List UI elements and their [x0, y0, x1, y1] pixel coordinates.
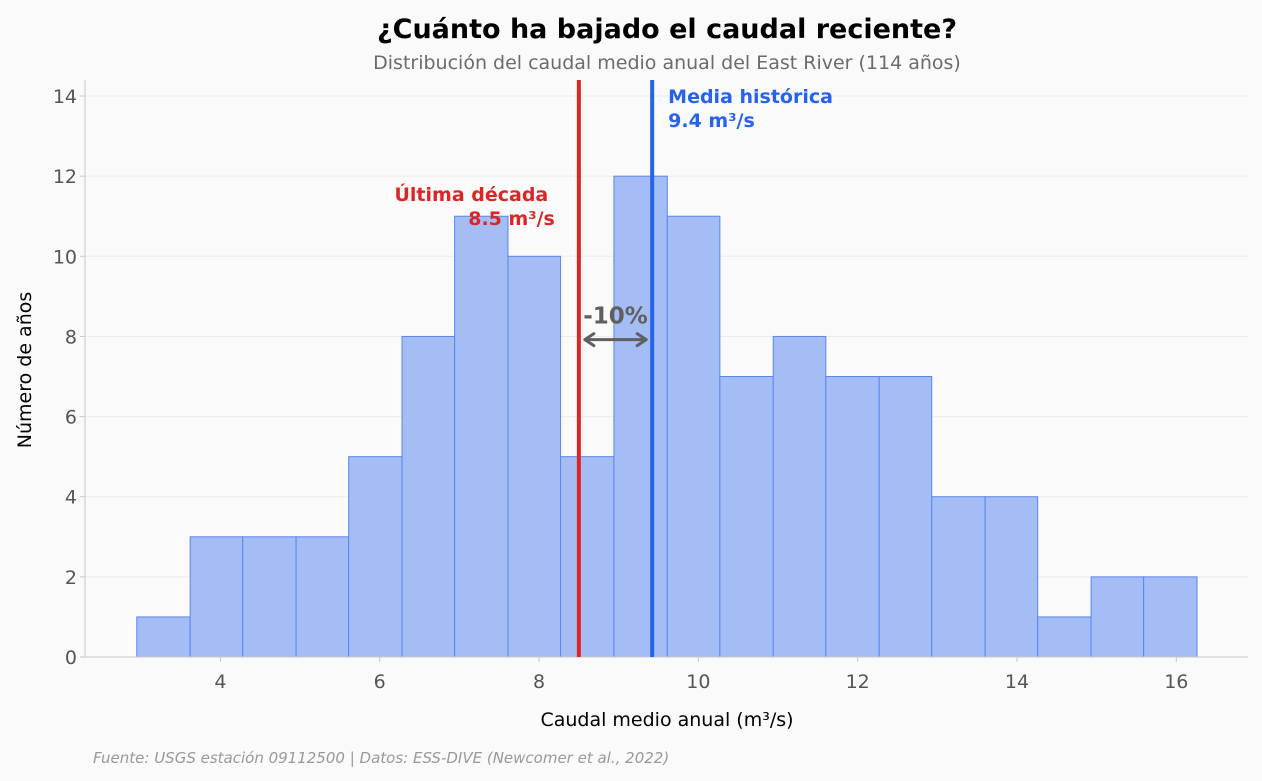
histogram-bar-17	[984, 496, 1039, 658]
histogram-bar-14	[825, 376, 880, 658]
histogram-bar-1	[136, 616, 191, 658]
difference-arrow	[583, 332, 648, 348]
histogram-bar-6	[401, 335, 456, 658]
histogram-bar-3	[242, 536, 297, 658]
chart-subtitle: Distribución del caudal medio anual del …	[373, 52, 961, 74]
histogram-bar-11	[666, 215, 721, 658]
x-tick-label-10: 10	[686, 671, 710, 693]
historic-mean-label: Media histórica 9.4 m³/s	[668, 86, 839, 132]
difference-arrow-right-head	[635, 332, 648, 348]
decade-label-title: Última década	[394, 182, 548, 206]
histogram-bar-13	[772, 335, 827, 658]
histogram-bar-4	[295, 536, 350, 658]
y-tick-label-6: 6	[65, 407, 77, 429]
histogram-bar-19	[1090, 576, 1145, 658]
x-tick-label-12: 12	[846, 671, 870, 693]
histogram-bar-9	[560, 456, 615, 658]
histogram-bar-5	[348, 456, 403, 658]
y-tick-label-2: 2	[65, 567, 77, 589]
y-tick-label-4: 4	[65, 487, 77, 509]
y-axis-ticks: 0 2 4 6 8 10 12 14	[53, 86, 85, 669]
x-tick-label-8: 8	[533, 671, 545, 693]
x-tick-label-16: 16	[1164, 671, 1188, 693]
histogram-bar-15	[878, 376, 933, 658]
y-tick-label-0: 0	[65, 647, 77, 669]
histogram-bar-20	[1143, 576, 1198, 658]
x-tick-label-6: 6	[374, 671, 386, 693]
histogram-bar-7	[454, 215, 509, 658]
historic-label-title: Media histórica	[668, 86, 833, 108]
y-tick-label-12: 12	[53, 166, 77, 188]
histogram-bar-8	[507, 255, 562, 658]
histogram-bar-10	[613, 175, 668, 658]
x-axis-ticks: 4 6 8 10 12 14 16	[214, 657, 1188, 693]
histogram-bars	[136, 175, 1198, 658]
historic-label-value: 9.4 m³/s	[668, 110, 755, 132]
chart-title: ¿Cuánto ha bajado el caudal reciente?	[377, 14, 957, 45]
decade-mean-label: Última década 8.5 m³/s	[394, 182, 554, 230]
y-axis-label: Número de años	[14, 292, 36, 449]
y-tick-label-14: 14	[53, 86, 77, 108]
histogram-bar-18	[1037, 616, 1092, 658]
difference-arrow-left-head	[583, 332, 596, 348]
histogram-bar-12	[719, 376, 774, 658]
histogram-bar-2	[189, 536, 244, 658]
difference-percent-label: -10%	[583, 304, 648, 330]
decade-label-value: 8.5 m³/s	[468, 208, 555, 230]
y-tick-label-10: 10	[53, 246, 77, 268]
source-note: Fuente: USGS estación 09112500 | Datos: …	[93, 749, 669, 767]
x-tick-label-4: 4	[214, 671, 226, 693]
y-tick-label-8: 8	[65, 326, 77, 348]
x-tick-label-14: 14	[1005, 671, 1029, 693]
x-axis-label: Caudal medio anual (m³/s)	[540, 709, 793, 731]
histogram-bar-16	[931, 496, 986, 658]
